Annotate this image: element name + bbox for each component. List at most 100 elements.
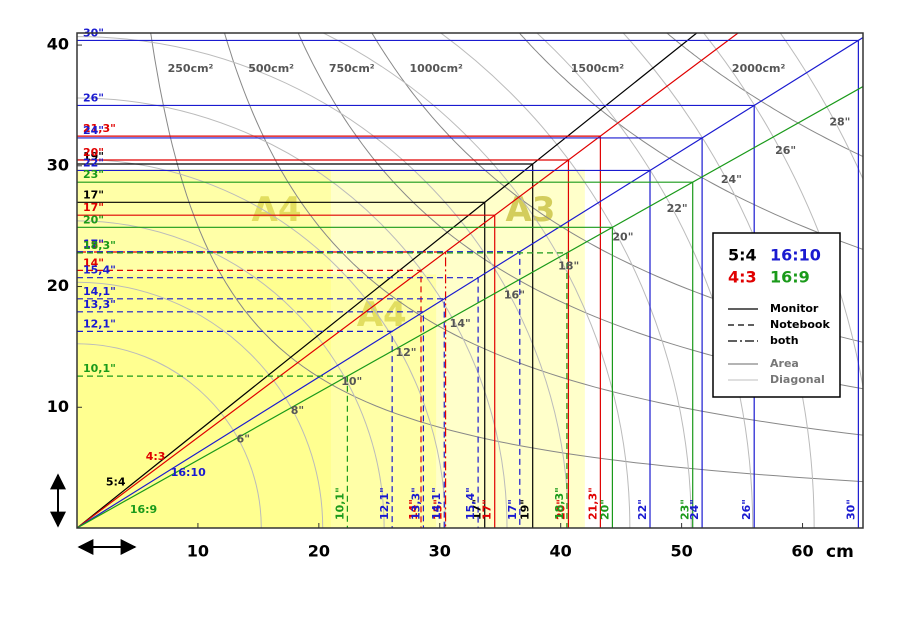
size-label-bottom: 13,3" xyxy=(409,487,422,520)
size-label-bottom: 10,1" xyxy=(333,487,346,520)
size-rect xyxy=(77,169,651,528)
size-rect xyxy=(77,163,534,528)
legend-curve: Area xyxy=(770,357,799,370)
size-label-left: 15" xyxy=(83,238,104,251)
x-axis-label: cm xyxy=(826,542,854,562)
size-label-bottom: 17" xyxy=(506,499,519,520)
diagonal-label: 12" xyxy=(395,346,416,359)
ratio-label: 4:3 xyxy=(146,450,166,463)
size-label-left: 20" xyxy=(83,146,104,159)
size-label-bottom: 30" xyxy=(844,499,857,520)
size-label-left: 15,4" xyxy=(83,264,116,277)
ratio-line xyxy=(77,33,739,528)
size-label-left: 22" xyxy=(83,156,104,169)
diagonal-label: 22" xyxy=(667,202,688,215)
size-label-left: 13,3" xyxy=(83,298,116,311)
size-label-left: 10,1" xyxy=(83,362,116,375)
size-rect xyxy=(77,330,393,528)
diagonal-label: 14" xyxy=(450,317,471,330)
legend-ratio: 16:10 xyxy=(770,246,821,265)
size-rect xyxy=(77,226,613,528)
ratio-line xyxy=(77,86,863,528)
x-tick-label: 40 xyxy=(550,542,572,561)
size-label-bottom: 20" xyxy=(598,499,611,520)
diagonal-arc xyxy=(703,33,863,390)
size-label-left: 24" xyxy=(83,124,104,137)
size-rect xyxy=(77,181,694,528)
size-label-left: 18,3" xyxy=(83,239,116,252)
x-tick-label: 10 xyxy=(187,542,209,561)
size-label-left: 26" xyxy=(83,91,104,104)
area-label: 500cm² xyxy=(248,62,294,75)
paper-label: A4 xyxy=(252,190,302,230)
size-label-bottom: 12,1" xyxy=(378,487,391,520)
diagonal-label: 26" xyxy=(775,144,796,157)
size-label-bottom: 19" xyxy=(519,499,532,520)
size-rect xyxy=(77,159,570,528)
x-tick-label: 30 xyxy=(429,542,451,561)
legend-style: Notebook xyxy=(770,318,830,331)
diagonal-label: 6" xyxy=(237,433,250,446)
ratio-label: 5:4 xyxy=(106,476,126,489)
size-label-left: 14" xyxy=(83,256,104,269)
diagonal-arc xyxy=(77,158,447,528)
diagonal-arc xyxy=(77,220,385,528)
size-label-bottom: 22" xyxy=(636,499,649,520)
size-label-bottom: 21,3" xyxy=(586,487,599,520)
size-label-left: 17" xyxy=(83,188,104,201)
legend-style: Monitor xyxy=(770,302,819,315)
diagonal-label: 8" xyxy=(291,404,304,417)
size-label-left: 12,1" xyxy=(83,317,116,330)
size-label-left: 21,3" xyxy=(83,122,116,135)
size-rect xyxy=(77,251,521,528)
diagonal-arc xyxy=(77,281,324,528)
area-curve xyxy=(666,33,863,157)
y-tick-label: 40 xyxy=(47,35,69,54)
size-label-left: 17" xyxy=(83,238,104,251)
ratio-line xyxy=(77,37,863,528)
area-curve xyxy=(519,33,863,250)
diagonal-arc xyxy=(322,33,631,528)
legend-ratio: 16:9 xyxy=(770,268,810,287)
size-label-left: 14,1" xyxy=(83,285,116,298)
x-tick-label: 20 xyxy=(308,542,330,561)
legend-ratio: 4:3 xyxy=(728,268,757,287)
legend-style: both xyxy=(770,334,799,347)
size-label-bottom: 23" xyxy=(679,499,692,520)
size-label-left: 17" xyxy=(83,201,104,214)
size-label-bottom: 24" xyxy=(688,499,701,520)
size-rect xyxy=(77,39,859,528)
legend-ratio: 5:4 xyxy=(728,246,757,265)
size-rect xyxy=(77,375,348,528)
y-tick-label: 30 xyxy=(47,155,69,174)
legend-curve: Diagonal xyxy=(770,373,825,386)
plot-frame xyxy=(76,32,864,529)
size-rect xyxy=(77,214,496,528)
area-label: 1500cm² xyxy=(571,62,625,75)
diagonal-label: 28" xyxy=(829,115,850,128)
diagonal-arc xyxy=(77,36,569,528)
size-label-bottom: 17" xyxy=(481,499,494,520)
x-tick-label: 50 xyxy=(670,542,692,561)
area-label: 750cm² xyxy=(329,62,375,75)
area-curve xyxy=(297,33,863,390)
legend-box xyxy=(712,232,841,398)
x-tick-label: 60 xyxy=(791,542,813,561)
area-label: 2000cm² xyxy=(732,62,786,75)
size-label-bottom: 14,1" xyxy=(430,487,443,520)
size-rect xyxy=(77,135,601,528)
y-tick-label: 20 xyxy=(47,276,69,295)
size-rect xyxy=(77,252,568,528)
size-rect xyxy=(77,137,703,528)
y-tick-label: 10 xyxy=(47,397,69,416)
diagonal-arc xyxy=(439,33,692,528)
size-label-left: 20" xyxy=(83,213,104,226)
diagonal-label: 16" xyxy=(504,288,525,301)
size-rect xyxy=(77,311,425,528)
diagonal-label: 20" xyxy=(612,231,633,244)
ratio-label: 16:10 xyxy=(171,466,206,479)
diagonal-arc xyxy=(77,343,262,528)
area-label: 250cm² xyxy=(168,62,214,75)
size-label-bottom: 15" xyxy=(432,499,445,520)
